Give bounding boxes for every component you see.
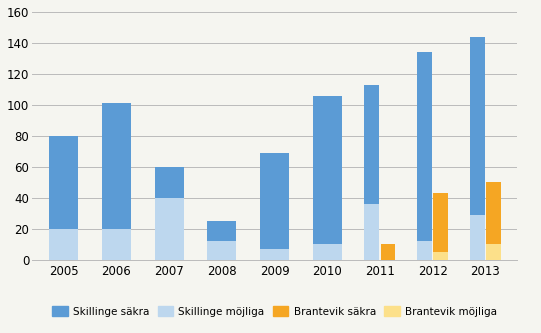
Bar — [49, 229, 78, 260]
Bar — [260, 249, 289, 260]
Bar — [486, 244, 501, 260]
Bar — [155, 198, 183, 260]
Bar — [313, 96, 342, 244]
Bar — [207, 241, 236, 260]
Bar — [470, 215, 485, 260]
Bar — [417, 52, 432, 241]
Bar — [155, 167, 183, 198]
Bar — [49, 136, 78, 229]
Bar — [417, 241, 432, 260]
Legend: Skillinge säkra, Skillinge möjliga, Brantevik säkra, Brantevik möjliga: Skillinge säkra, Skillinge möjliga, Bran… — [48, 302, 502, 321]
Bar — [365, 204, 379, 260]
Bar — [470, 37, 485, 215]
Bar — [102, 229, 131, 260]
Bar — [207, 221, 236, 241]
Bar — [433, 193, 448, 252]
Bar — [381, 244, 395, 260]
Bar — [313, 244, 342, 260]
Bar — [433, 252, 448, 260]
Bar — [102, 103, 131, 229]
Bar — [365, 85, 379, 204]
Bar — [486, 182, 501, 244]
Bar — [260, 153, 289, 249]
